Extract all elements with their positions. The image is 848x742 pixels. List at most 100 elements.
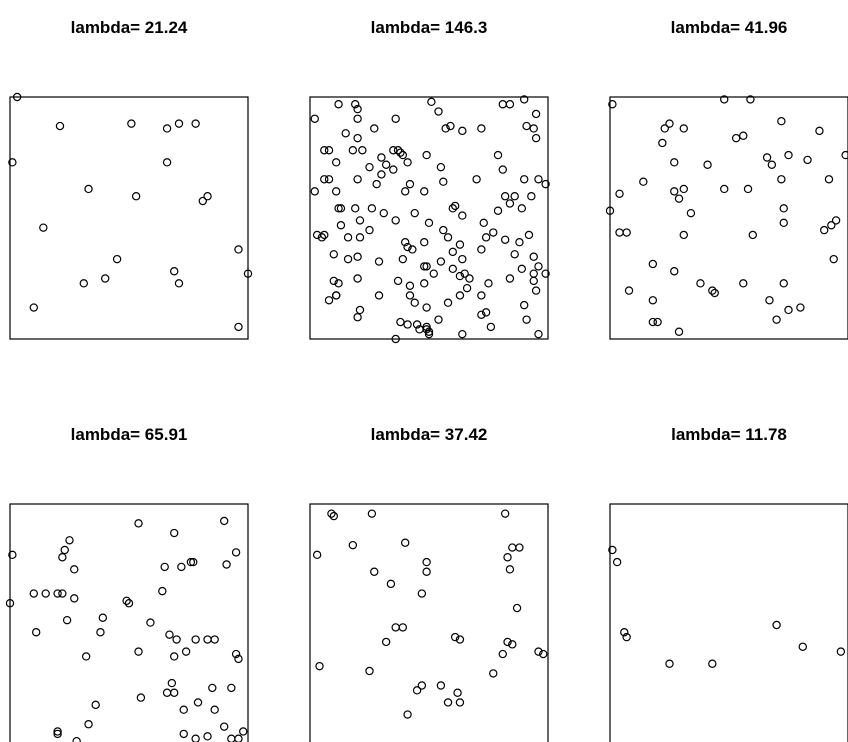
data-point — [772, 620, 781, 630]
data-point — [484, 279, 493, 288]
plot-frame — [609, 96, 848, 340]
data-point — [477, 124, 486, 133]
data-point — [434, 107, 443, 116]
data-point — [653, 317, 662, 327]
data-point — [365, 162, 374, 172]
panel-title: lambda= 41.96 — [670, 18, 788, 37]
data-point — [60, 545, 69, 555]
data-point — [5, 599, 15, 608]
data-point — [320, 175, 329, 184]
data-point — [450, 632, 460, 642]
data-point — [420, 237, 429, 247]
data-point — [336, 221, 346, 230]
data-point — [674, 327, 684, 336]
data-point — [422, 567, 431, 576]
data-point — [505, 100, 515, 109]
data-point — [348, 540, 358, 550]
data-point — [227, 683, 236, 693]
data-point — [420, 187, 429, 196]
data-point — [329, 250, 338, 259]
data-point — [172, 635, 181, 644]
data-point — [84, 720, 93, 729]
data-point — [458, 211, 467, 220]
data-point — [679, 124, 688, 133]
data-point — [315, 661, 324, 671]
data-point — [331, 158, 341, 167]
data-point — [365, 666, 374, 676]
data-point — [239, 727, 248, 736]
data-point — [179, 705, 188, 714]
data-point — [493, 150, 503, 160]
data-point — [348, 146, 358, 155]
data-point — [512, 603, 522, 613]
data-point — [131, 192, 141, 201]
scatter-plot — [605, 95, 848, 340]
data-point — [39, 223, 48, 232]
data-point — [748, 230, 757, 240]
data-point — [12, 92, 22, 102]
data-point — [708, 286, 717, 295]
data-point — [670, 158, 679, 167]
data-point — [510, 192, 519, 201]
data-point — [65, 536, 74, 545]
data-point — [443, 233, 453, 242]
data-point — [177, 562, 186, 572]
data-point — [443, 298, 453, 307]
data-point — [493, 206, 503, 215]
data-point — [405, 291, 415, 300]
data-point — [696, 279, 705, 288]
data-point — [505, 565, 515, 574]
data-point — [670, 187, 679, 196]
data-point — [489, 228, 498, 237]
data-point — [439, 225, 448, 235]
data-point — [219, 516, 229, 526]
data-point — [708, 659, 717, 668]
data-point — [312, 550, 322, 560]
data-point — [517, 264, 527, 274]
data-point — [398, 150, 408, 160]
data-point — [72, 736, 81, 742]
scatter-plot — [8, 92, 253, 340]
panel-title: lambda= 11.78 — [671, 425, 787, 444]
data-point — [372, 179, 381, 189]
data-point — [203, 635, 212, 644]
data-point — [403, 242, 412, 252]
data-point — [351, 204, 360, 213]
data-point — [210, 635, 219, 644]
data-point — [519, 300, 529, 310]
plot-frame — [9, 96, 249, 340]
data-point — [522, 315, 531, 324]
data-point — [353, 175, 362, 184]
data-point — [710, 288, 719, 298]
data-point — [505, 199, 515, 208]
data-point — [160, 562, 169, 572]
data-point — [460, 269, 469, 278]
data-point — [436, 681, 446, 690]
data-point — [648, 296, 658, 305]
data-point — [351, 100, 360, 109]
data-point — [398, 623, 408, 632]
data-point — [679, 184, 688, 194]
data-point — [367, 509, 377, 518]
data-point — [231, 548, 241, 557]
data-point — [174, 119, 184, 128]
data-point — [453, 688, 462, 697]
data-point — [534, 329, 543, 339]
data-point — [234, 245, 243, 254]
data-point — [529, 124, 538, 133]
data-point — [191, 635, 200, 644]
data-point — [481, 233, 491, 242]
data-point — [720, 95, 729, 104]
data-point — [500, 509, 510, 518]
data-point — [208, 683, 217, 693]
data-point — [422, 322, 431, 332]
data-point — [796, 303, 805, 312]
data-point — [29, 303, 38, 312]
data-point — [146, 618, 155, 627]
data-point — [531, 109, 541, 119]
data-point — [486, 322, 496, 332]
data-point — [462, 283, 472, 293]
data-point — [162, 158, 172, 167]
data-point — [96, 628, 105, 637]
data-point — [436, 257, 446, 266]
